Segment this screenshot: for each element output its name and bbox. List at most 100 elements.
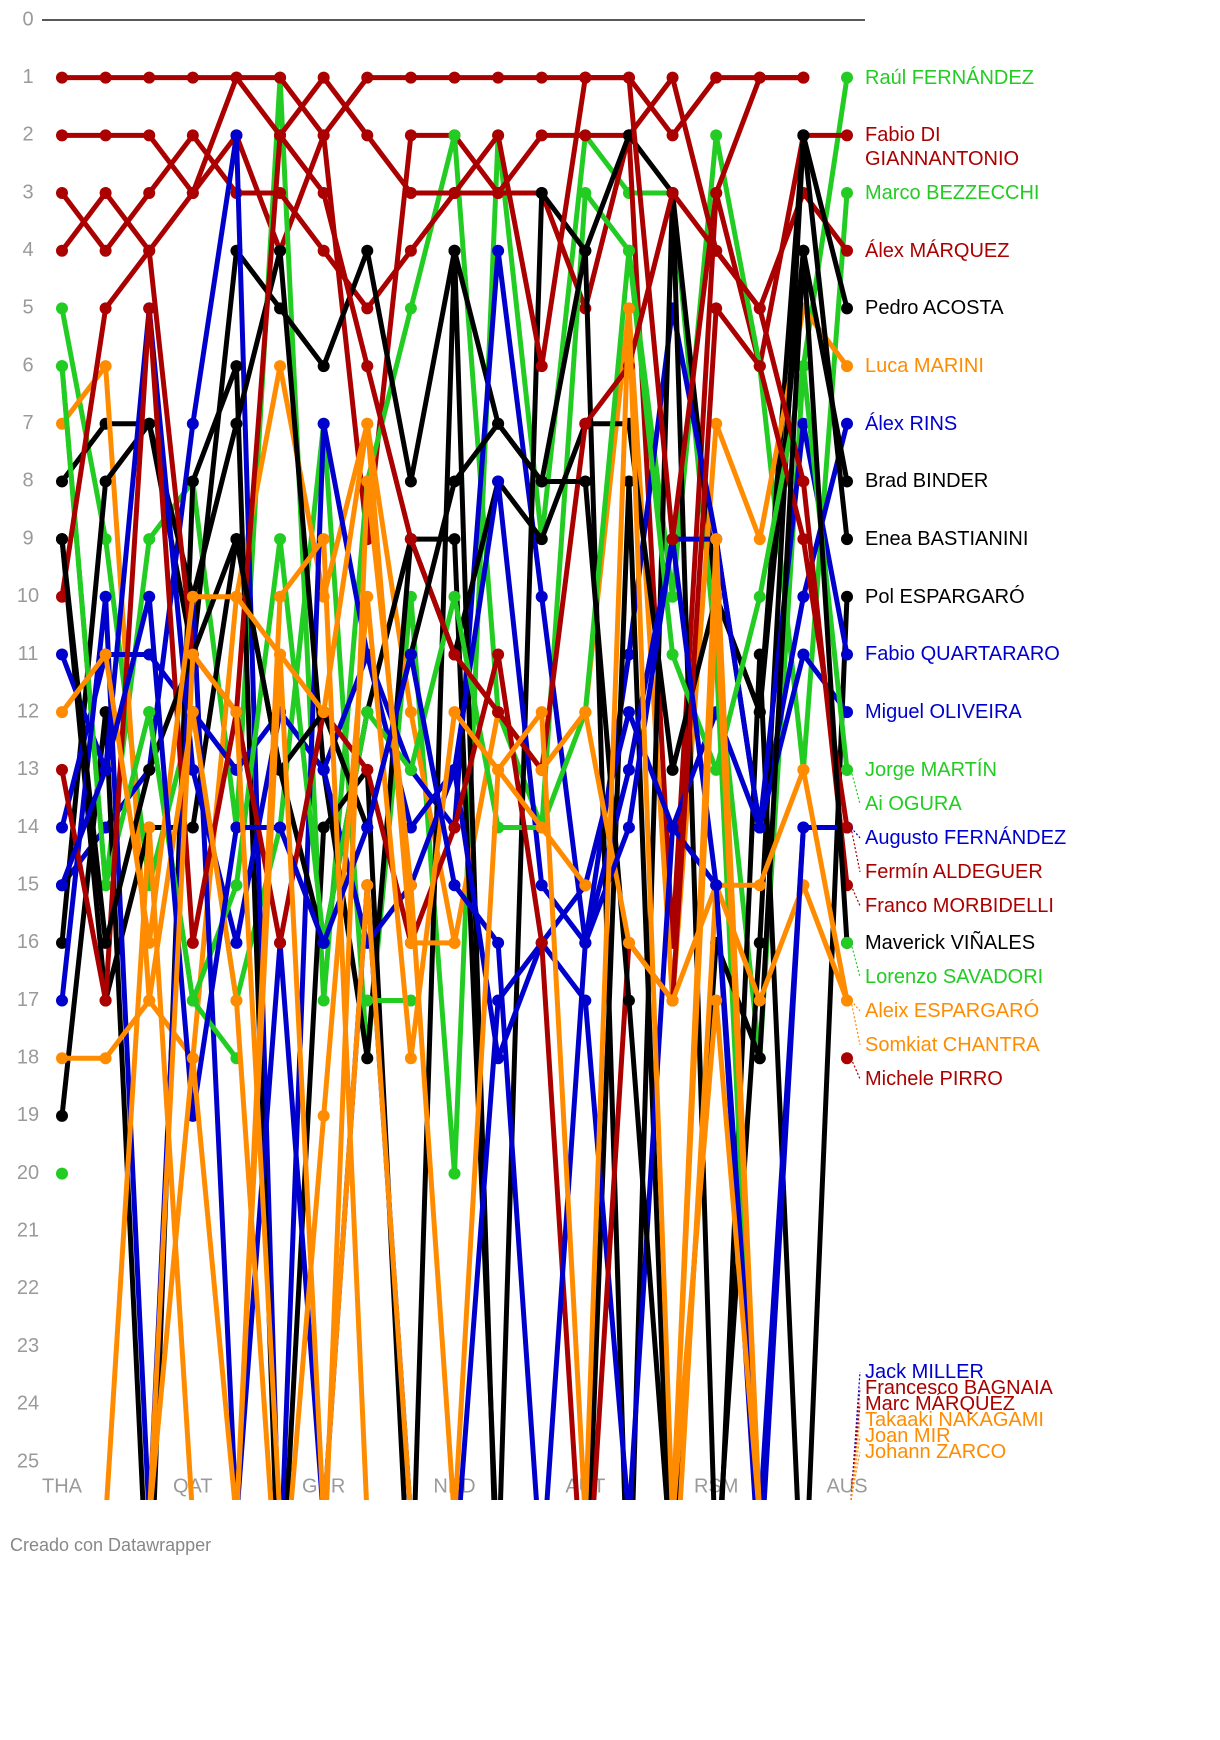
data-point: [404, 821, 417, 834]
data-point: [797, 475, 810, 488]
legend-label: Lorenzo SAVADORI: [865, 965, 1044, 988]
data-point: [797, 763, 810, 776]
data-point: [841, 475, 853, 488]
data-point: [56, 71, 68, 84]
data-point: [710, 533, 723, 546]
data-point: [404, 244, 417, 257]
data-point: [56, 187, 68, 200]
data-point: [797, 71, 810, 84]
data-point: [56, 1052, 68, 1065]
data-point: [754, 1571, 766, 1583]
label-connector: [850, 1000, 861, 1045]
legend-label: Álex MÁRQUEZ: [865, 239, 1010, 262]
data-point: [56, 590, 68, 603]
data-point: [622, 994, 635, 1007]
data-point: [99, 994, 112, 1007]
data-point: [753, 994, 766, 1007]
data-point: [186, 417, 199, 430]
data-point: [186, 475, 199, 488]
data-point: [623, 1629, 635, 1641]
data-point: [99, 71, 112, 84]
legend-label: Jack MILLER: [865, 1361, 984, 1383]
data-point: [99, 936, 112, 949]
legend-label: Ai OGURA: [865, 792, 962, 815]
data-point: [579, 1514, 591, 1526]
data-point: [274, 71, 287, 84]
data-point: [361, 763, 374, 776]
data-point: [492, 187, 505, 200]
data-point: [710, 71, 723, 84]
data-point: [143, 71, 156, 84]
data-point: [143, 533, 156, 546]
y-tick-label: 12: [17, 700, 39, 722]
legend-label: Pol ESPARGARÓ: [865, 585, 1025, 608]
data-point: [448, 648, 461, 661]
legend-label: Marc MÁRQUEZ: [865, 1393, 1015, 1415]
data-point: [492, 1629, 504, 1641]
legend-label: Takaaki NAKAGAMI: [865, 1409, 1044, 1431]
data-point: [579, 1514, 591, 1526]
data-point: [841, 1052, 853, 1065]
data-point: [100, 1514, 112, 1526]
y-tick-label: 24: [17, 1393, 39, 1415]
data-point: [56, 1514, 68, 1526]
data-point: [361, 71, 374, 84]
data-point: [797, 1514, 809, 1526]
data-point: [666, 648, 679, 661]
data-point: [318, 1514, 330, 1526]
data-point: [405, 1514, 417, 1526]
data-point: [99, 1052, 112, 1065]
data-point: [143, 706, 156, 719]
data-point: [710, 302, 723, 315]
data-point: [492, 475, 505, 488]
data-point: [797, 360, 810, 373]
data-point: [841, 648, 853, 661]
data-point: [535, 129, 548, 142]
data-point: [230, 71, 243, 84]
data-point: [143, 936, 156, 949]
data-point: [754, 1571, 766, 1583]
data-point: [361, 475, 374, 488]
data-point: [143, 1514, 155, 1526]
data-point: [797, 1514, 809, 1526]
data-point: [536, 1571, 548, 1583]
data-point: [317, 821, 330, 834]
data-point: [361, 994, 374, 1007]
data-point: [186, 187, 199, 200]
data-point: [448, 763, 461, 776]
data-point: [361, 244, 374, 257]
data-point: [143, 244, 156, 257]
data-point: [318, 1571, 330, 1583]
data-point: [622, 302, 635, 315]
data-point: [579, 1629, 591, 1641]
y-tick-label: 25: [17, 1450, 39, 1472]
data-point: [317, 244, 330, 257]
series-line: [60, 75, 804, 254]
data-point: [56, 706, 68, 719]
data-point: [448, 706, 461, 719]
data-point: [579, 417, 592, 430]
data-point: [667, 1514, 679, 1526]
data-point: [99, 187, 112, 200]
data-point: [99, 475, 112, 488]
data-point: [405, 1514, 417, 1526]
data-point: [99, 360, 112, 373]
data-point: [186, 936, 199, 949]
data-point: [492, 244, 505, 257]
y-tick-label: 9: [22, 527, 33, 549]
data-point: [143, 187, 156, 200]
data-point: [841, 360, 853, 373]
data-point: [492, 763, 505, 776]
data-point: [535, 821, 548, 834]
legend-label: Raúl FERNÁNDEZ: [865, 66, 1034, 89]
data-point: [710, 879, 723, 892]
data-point: [448, 533, 461, 546]
data-point: [710, 187, 723, 200]
data-point: [186, 590, 199, 603]
data-point: [186, 763, 199, 776]
data-point: [666, 821, 679, 834]
y-tick-label: 21: [17, 1220, 39, 1242]
data-point: [56, 475, 68, 488]
data-point: [753, 648, 766, 661]
data-point: [536, 1514, 548, 1526]
